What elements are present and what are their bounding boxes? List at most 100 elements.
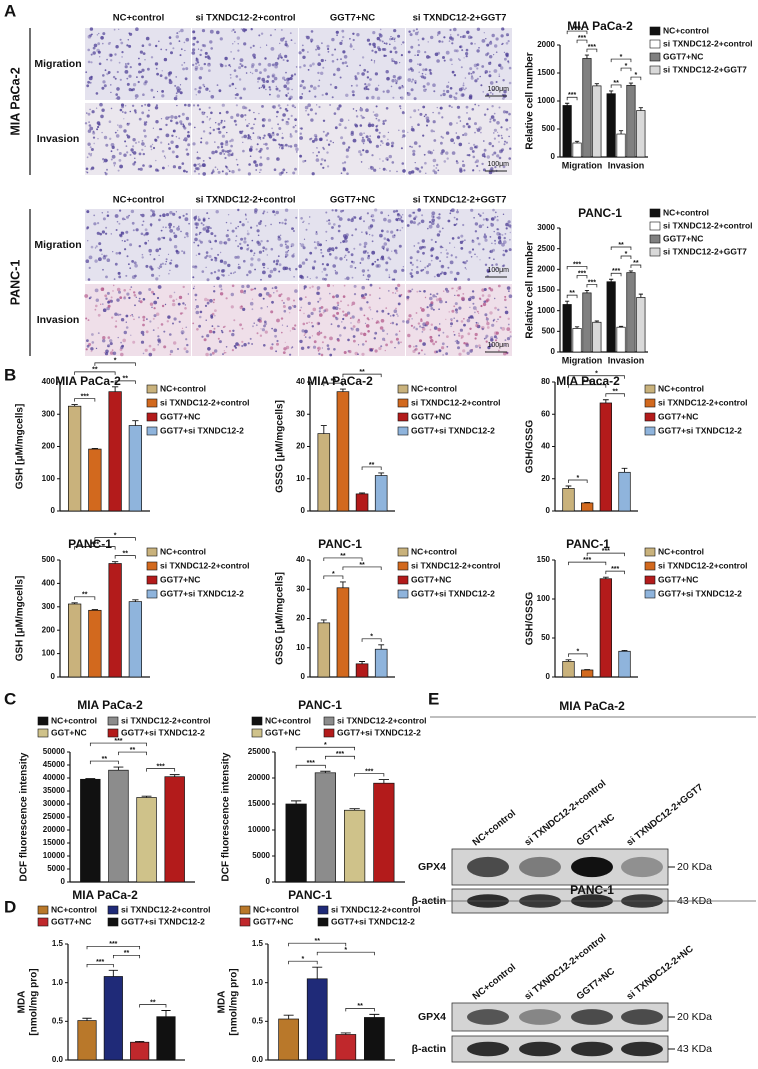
cell-dot [501, 42, 504, 45]
cell-dot [368, 306, 371, 309]
cell-dot [86, 156, 89, 159]
bar [108, 563, 122, 678]
cell-dot [343, 284, 346, 287]
legend-label: NC+control [663, 207, 709, 217]
cell-dot [142, 323, 145, 327]
cell-dot [479, 214, 482, 217]
cell-dot [456, 33, 460, 37]
cell-dot [411, 128, 415, 132]
cell-dot [240, 237, 244, 241]
cell-dot [321, 93, 324, 97]
cell-dot [315, 276, 318, 279]
cell-dot [144, 348, 148, 352]
cell-dot [201, 163, 206, 168]
cell-dot [380, 345, 383, 348]
sig-label: ** [130, 747, 136, 754]
cell-dot [463, 261, 467, 265]
cell-dot [385, 169, 388, 171]
cell-dot [116, 298, 120, 302]
cell-dot [227, 168, 230, 171]
cell-dot [90, 245, 94, 249]
cell-dot [282, 266, 287, 271]
sig-bracket [586, 284, 598, 288]
y-tick-label: 0 [301, 506, 306, 515]
cell-dot [258, 319, 262, 323]
cell-dot [343, 326, 347, 330]
micrograph [299, 28, 405, 100]
bar [606, 281, 616, 353]
cell-dot [284, 218, 287, 222]
cell-dot [246, 124, 249, 128]
cell-dot [476, 237, 480, 240]
legend-label: NC+control [411, 383, 457, 393]
cell-dot [421, 239, 425, 243]
cell-dot [304, 105, 309, 110]
cell-dot [310, 118, 314, 122]
cell-dot [152, 292, 156, 296]
cell-dot [149, 223, 153, 226]
cell-dot [334, 306, 339, 311]
cell-dot [88, 266, 91, 269]
cell-dot [465, 55, 468, 58]
cell-dot [332, 141, 334, 144]
cell-dot [316, 147, 318, 149]
cell-dot [462, 163, 466, 168]
size-label: 20 KDa [677, 861, 712, 873]
cell-dot [331, 53, 334, 57]
cell-dot [180, 330, 185, 334]
cell-dot [210, 95, 215, 99]
cell-dot [280, 143, 283, 147]
cell-dot [104, 172, 108, 176]
cell-dot [94, 308, 97, 311]
cell-dot [504, 233, 507, 235]
cell-dot [151, 143, 154, 146]
cell-dot [337, 224, 341, 228]
sig-bracket [361, 638, 382, 642]
cell-dot [476, 147, 478, 149]
cell-dot [314, 95, 317, 98]
y-tick-label: 20000 [43, 825, 66, 834]
cell-dot [453, 331, 455, 333]
error-bar [71, 404, 78, 407]
cell-dot [259, 168, 262, 172]
cell-dot [505, 222, 509, 227]
cell-dot [272, 260, 276, 264]
cell-dot [469, 306, 471, 308]
cell-dot [98, 62, 102, 66]
error-bar [594, 320, 599, 323]
cell-dot [175, 211, 177, 213]
cell-dot [461, 296, 465, 301]
cell-dot [234, 41, 236, 43]
cell-dot [278, 221, 281, 224]
cell-dot [271, 343, 274, 346]
cell-dot [424, 68, 428, 71]
cell-dot [375, 117, 378, 120]
cell-dot [235, 123, 238, 126]
cell-dot [498, 73, 500, 75]
cell-dot [506, 327, 511, 331]
cell-dot [101, 131, 103, 134]
y-tick-label: 60 [541, 409, 550, 418]
cell-dot [279, 234, 282, 236]
cell-dot [451, 237, 455, 240]
cell-dot [109, 351, 114, 355]
cell-dot [240, 28, 243, 30]
cell-dot [286, 109, 289, 112]
cell-dot [307, 69, 310, 71]
sig-bracket [568, 479, 588, 484]
cell-dot [465, 343, 470, 348]
cell-dot [167, 253, 170, 255]
cell-dot [317, 347, 319, 349]
bar [562, 304, 572, 353]
cell-dot [385, 268, 388, 272]
cell-dot [254, 68, 258, 73]
cell-dot [497, 318, 499, 321]
cell-dot [426, 55, 430, 59]
cell-dot [149, 320, 152, 323]
sig-label: * [635, 72, 638, 79]
cell-dot [241, 223, 245, 227]
cell-dot [443, 271, 447, 276]
cell-dot [193, 163, 197, 167]
cell-dot [431, 218, 436, 222]
cell-dot [210, 232, 214, 236]
